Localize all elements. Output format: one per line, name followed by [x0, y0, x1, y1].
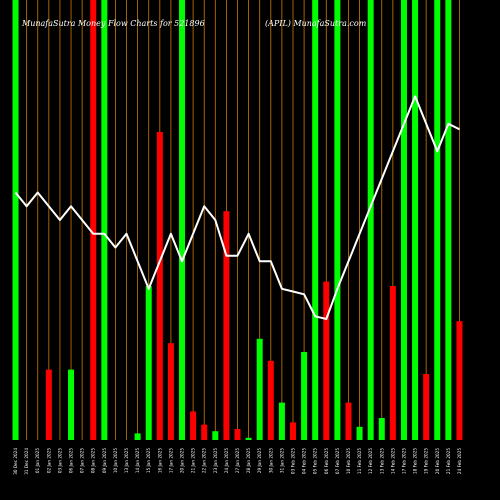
- money-flow-bar: [201, 424, 208, 440]
- x-tick-label: 07 Feb 2025: [335, 448, 340, 474]
- money-flow-bar: [234, 429, 241, 440]
- x-tick-label: 11 Feb 2025: [357, 448, 362, 474]
- x-tick-label: 06 Jan 2025: [69, 448, 74, 473]
- money-flow-bar: [301, 352, 308, 440]
- x-tick-label: 27 Jan 2025: [235, 448, 240, 473]
- money-flow-bar: [145, 286, 152, 440]
- x-tick-label: 18 Feb 2025: [413, 448, 418, 474]
- x-tick-label: 03 Jan 2025: [57, 448, 62, 473]
- money-flow-bar: [267, 360, 274, 440]
- x-tick-label: 17 Jan 2025: [168, 448, 173, 473]
- money-flow-bar: [400, 0, 407, 440]
- x-tick-label: 12 Feb 2025: [368, 448, 373, 474]
- x-tick-label: 30 Jan 2025: [268, 448, 273, 473]
- money-flow-bar: [12, 0, 19, 440]
- x-tick-label: 13 Feb 2025: [379, 448, 384, 474]
- money-flow-bar: [389, 286, 396, 440]
- money-flow-bar: [345, 402, 352, 440]
- x-tick-label: 14 Jan 2025: [135, 448, 140, 473]
- money-flow-bar: [156, 132, 163, 440]
- money-flow-bar: [179, 0, 186, 440]
- money-flow-bar: [312, 0, 319, 440]
- x-tick-label: 21 Jan 2025: [191, 448, 196, 473]
- price-line-group: [14, 95, 460, 320]
- x-tick-label: 05 Feb 2025: [313, 448, 318, 474]
- x-axis-tick-labels: 30 Dec 2024 31 Dec 2024 01 Jan 2025 02 Jan …: [13, 448, 462, 475]
- x-tick-label: 23 Jan 2025: [213, 448, 218, 473]
- x-tick-label: 03 Feb 2025: [290, 448, 295, 474]
- money-flow-bar: [167, 343, 174, 440]
- money-flow-bar: [134, 433, 141, 440]
- x-tick-label: 30 Dec 2024: [13, 448, 18, 475]
- money-flow-bar: [323, 281, 330, 440]
- money-flow-bar: [245, 437, 252, 440]
- x-tick-label: 16 Jan 2025: [157, 448, 162, 473]
- x-tick-label: 13 Jan 2025: [124, 448, 129, 473]
- money-flow-bar: [190, 411, 197, 440]
- x-tick-label: 06 Feb 2025: [324, 448, 329, 474]
- money-flow-bar: [423, 374, 430, 440]
- x-tick-label: 21 Feb 2025: [446, 448, 451, 474]
- x-tick-label: 15 Jan 2025: [146, 448, 151, 473]
- x-tick-label: 24 Jan 2025: [224, 448, 229, 473]
- money-flow-bar: [68, 369, 75, 440]
- money-flow-bars: [12, 0, 463, 440]
- money-flow-bar: [378, 418, 385, 440]
- x-tick-label: 10 Feb 2025: [346, 448, 351, 474]
- money-flow-bar: [278, 402, 285, 440]
- x-tick-label: 07 Jan 2025: [80, 448, 85, 473]
- money-flow-bar: [90, 0, 97, 440]
- x-tick-label: 10 Jan 2025: [113, 448, 118, 473]
- money-flow-bar: [367, 0, 374, 440]
- x-tick-label: 31 Dec 2024: [24, 448, 29, 475]
- money-flow-bar: [434, 0, 441, 440]
- money-flow-bar: [456, 321, 463, 440]
- money-flow-bar: [256, 338, 263, 440]
- x-tick-label: 14 Feb 2025: [390, 448, 395, 474]
- money-flow-bar: [101, 0, 108, 440]
- x-tick-label: 08 Jan 2025: [91, 448, 96, 473]
- x-tick-label: 29 Jan 2025: [257, 448, 262, 473]
- money-flow-bar: [356, 426, 363, 440]
- price-line: [14, 95, 460, 320]
- x-tick-label: 22 Jan 2025: [202, 448, 207, 473]
- x-tick-label: 04 Feb 2025: [302, 448, 307, 474]
- x-tick-label: 02 Jan 2025: [46, 448, 51, 473]
- x-tick-label: 28 Jan 2025: [246, 448, 251, 473]
- x-tick-label: 20 Feb 2025: [435, 448, 440, 474]
- x-tick-label: 01 Jan 2025: [35, 448, 40, 473]
- money-flow-bar: [445, 0, 452, 440]
- x-tick-label: 24 Feb 2025: [457, 448, 462, 474]
- x-tick-label: 31 Jan 2025: [279, 448, 284, 473]
- money-flow-bar: [223, 211, 230, 440]
- chart-title-right: (APIL) MunafaSutra.com: [265, 19, 367, 28]
- money-flow-bar: [334, 0, 341, 440]
- x-tick-label: 19 Feb 2025: [424, 448, 429, 474]
- money-flow-bar: [45, 369, 52, 440]
- money-flow-bar: [212, 431, 219, 440]
- x-tick-label: 20 Jan 2025: [180, 448, 185, 473]
- chart-title-left: MunafaSutra Money Flow Charts for 521896: [21, 19, 205, 28]
- x-tick-label: 09 Jan 2025: [102, 448, 107, 473]
- money-flow-bar: [289, 422, 296, 440]
- x-tick-label: 17 Feb 2025: [401, 448, 406, 474]
- money-flow-bar: [412, 0, 419, 440]
